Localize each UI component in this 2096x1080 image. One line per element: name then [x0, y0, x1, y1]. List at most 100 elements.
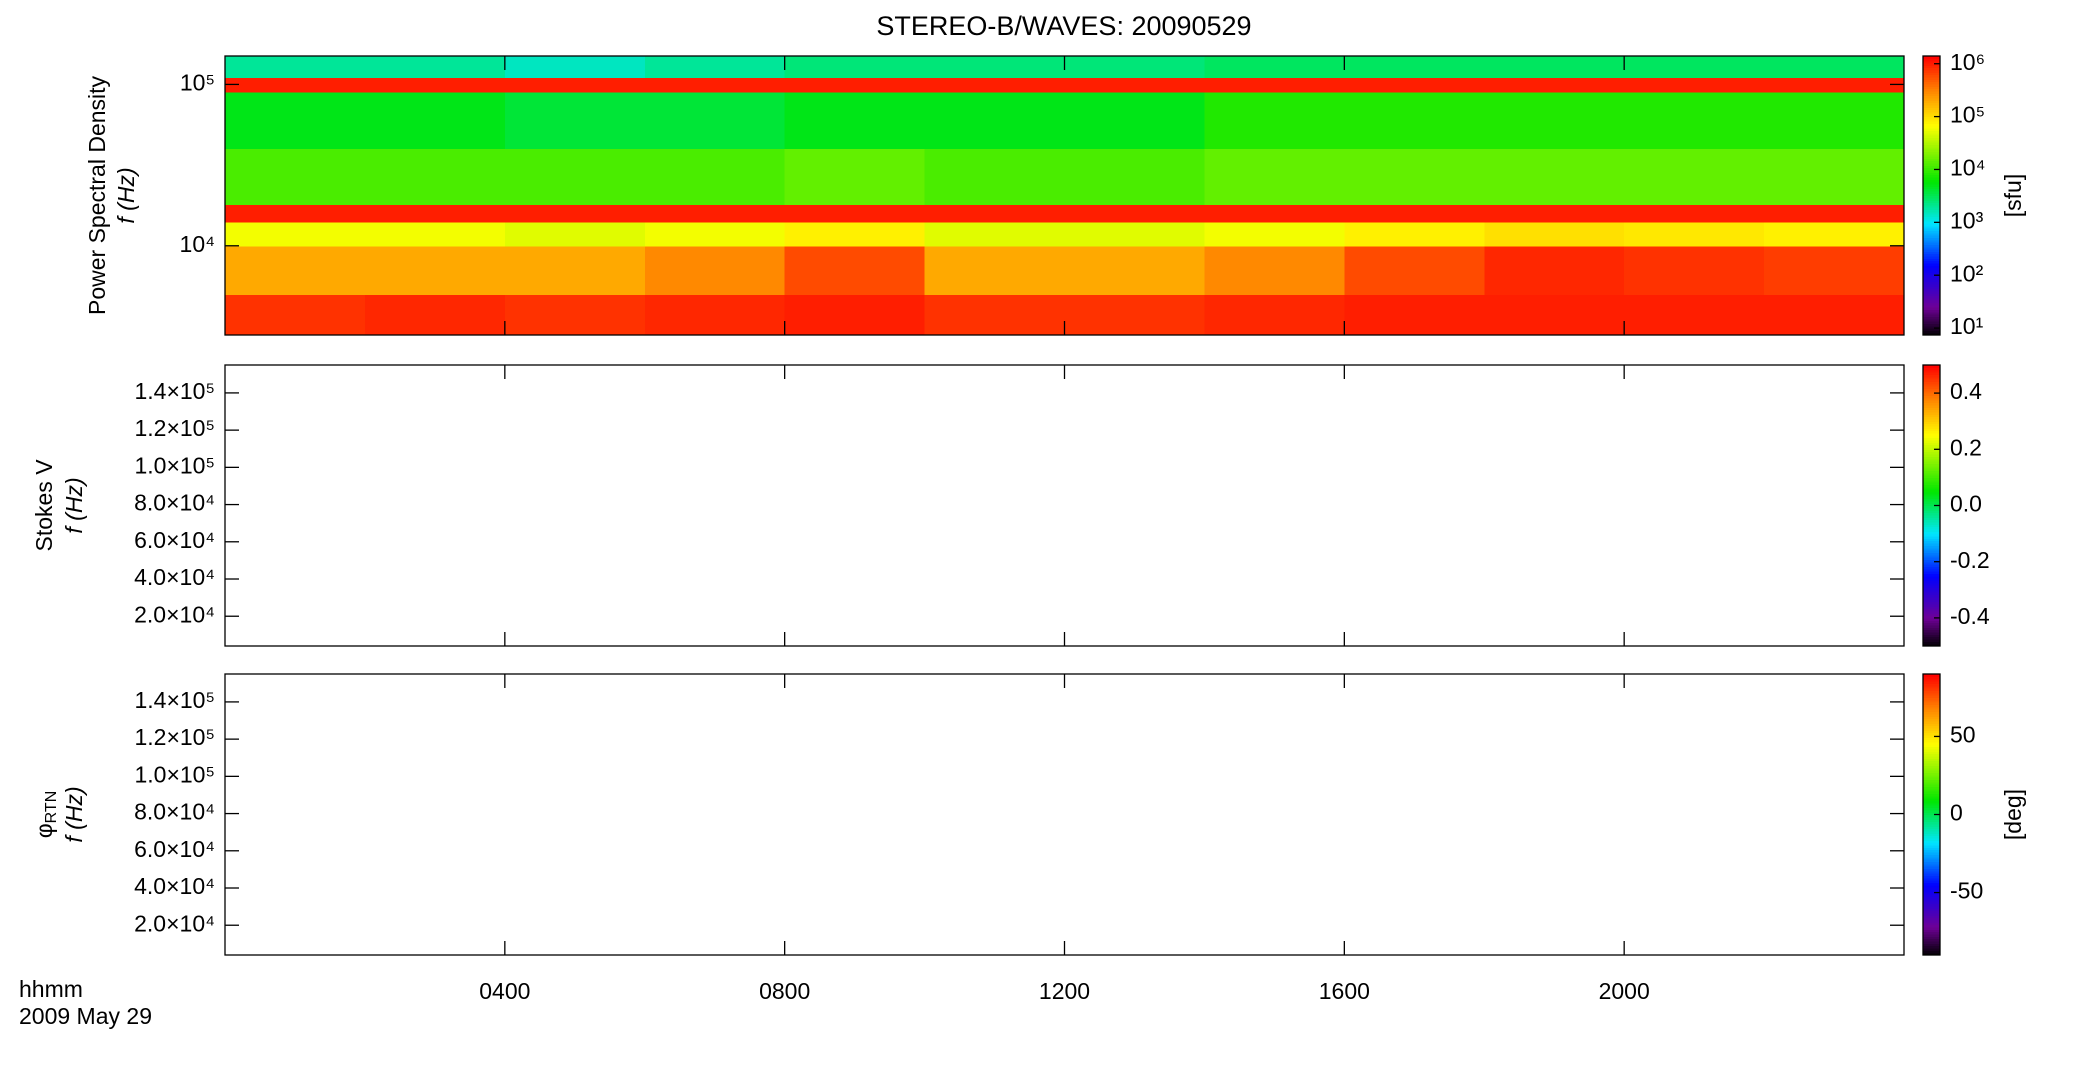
- colorbar-segment: [1923, 622, 1940, 626]
- colorbar-segment: [1923, 309, 1940, 313]
- colorbar-segment: [1923, 214, 1940, 218]
- colorbar-segment: [1923, 235, 1940, 238]
- colorbar-segment: [1923, 493, 1940, 497]
- colorbar-segment: [1923, 430, 1940, 434]
- heatmap-cell: [644, 91, 786, 150]
- colorbar-segment: [1923, 246, 1940, 250]
- heatmap-cell: [1344, 204, 1485, 223]
- heatmap-cell: [225, 294, 366, 336]
- colorbar-segment: [1923, 505, 1940, 509]
- heatmap-cell: [1624, 148, 1765, 206]
- colorbar-segment: [1923, 849, 1940, 853]
- heatmap-cell: [364, 222, 506, 247]
- colorbar-segment: [1923, 202, 1940, 206]
- heatmap-cell: [1764, 91, 1905, 150]
- colorbar-segment: [1923, 585, 1940, 589]
- colorbar-segment: [1923, 564, 1940, 567]
- heatmap-cell: [1624, 91, 1765, 150]
- colorbar-segment: [1923, 325, 1940, 329]
- colorbar-segment: [1923, 861, 1940, 865]
- colorbar-segment: [1923, 442, 1940, 446]
- colorbar-segment: [1923, 947, 1940, 951]
- heatmap-cell: [1344, 56, 1485, 79]
- colorbar-segment: [1923, 169, 1940, 173]
- colorbar-segment: [1923, 690, 1940, 694]
- colorbar-segment: [1923, 172, 1940, 176]
- colorbar-segment: [1923, 589, 1940, 593]
- colorbar-segment: [1923, 262, 1940, 266]
- colorbar-segment: [1923, 74, 1940, 78]
- colorbar-segment: [1923, 784, 1940, 787]
- colorbar-segment: [1923, 774, 1940, 778]
- colorbar-segment: [1923, 376, 1940, 380]
- colorbar-segment: [1923, 204, 1940, 208]
- colorbar-segment: [1923, 924, 1940, 928]
- colorbar-segment: [1923, 72, 1940, 76]
- colorbar-segment: [1923, 863, 1940, 867]
- colorbar-segment: [1923, 123, 1940, 127]
- heatmap-cell: [1204, 204, 1345, 223]
- colorbar-segment: [1923, 209, 1940, 213]
- colorbar-segment: [1923, 425, 1940, 429]
- colorbar-segment: [1923, 218, 1940, 222]
- heatmap-cell: [1204, 245, 1345, 295]
- colorbar-segment: [1923, 130, 1940, 134]
- colorbar-segment: [1923, 477, 1940, 481]
- colorbar-segment: [1923, 706, 1940, 710]
- colorbar-segment: [1923, 772, 1940, 776]
- colorbar-segment: [1923, 79, 1940, 83]
- colorbar-segment: [1923, 386, 1940, 390]
- colorbar-segment: [1923, 69, 1940, 73]
- chart-title: STEREO-B/WAVES: 20090529: [876, 11, 1251, 41]
- colorbar-segment: [1923, 748, 1940, 752]
- colorbar-segment: [1923, 162, 1940, 166]
- colorbar-segment: [1923, 755, 1940, 759]
- colorbar-segment: [1923, 858, 1940, 862]
- heatmap-cell: [1484, 77, 1625, 93]
- colorbar-segment: [1923, 244, 1940, 248]
- heatmap-cell: [784, 91, 926, 150]
- colorbar-segment: [1923, 137, 1940, 141]
- colorbar-segment: [1923, 812, 1940, 816]
- y-tick-label: 10⁴: [180, 231, 215, 257]
- colorbar-segment: [1923, 207, 1940, 211]
- colorbar-segment: [1923, 866, 1940, 869]
- colorbar-segment: [1923, 887, 1940, 891]
- colorbar-segment: [1923, 279, 1940, 283]
- colorbar-segment: [1923, 819, 1940, 823]
- colorbar-segment: [1923, 404, 1940, 408]
- colorbar-segment: [1923, 615, 1940, 619]
- colorbar-segment: [1923, 286, 1940, 290]
- colorbar-segment: [1923, 242, 1940, 245]
- x-tick-label: 1600: [1319, 978, 1370, 1004]
- colorbar-segment: [1923, 160, 1940, 164]
- heatmap-cell: [364, 91, 506, 150]
- colorbar-segment: [1923, 486, 1940, 490]
- heatmap-cell: [1484, 245, 1625, 295]
- colorbar-segment: [1923, 908, 1940, 912]
- heatmap-cell: [644, 148, 786, 206]
- colorbar-segment: [1923, 503, 1940, 507]
- heatmap-cell: [1064, 56, 1205, 79]
- colorbar-segment: [1923, 545, 1940, 549]
- heatmap-cell: [225, 204, 366, 223]
- heatmap-cell: [1064, 294, 1205, 336]
- colorbar-segment: [1923, 388, 1940, 392]
- heatmap-cell: [1204, 294, 1345, 336]
- colorbar-segment: [1923, 718, 1940, 722]
- colorbar-segment: [1923, 265, 1940, 269]
- colorbar-segment: [1923, 933, 1940, 937]
- heatmap-cell: [1064, 148, 1205, 206]
- colorbar-segment: [1923, 158, 1940, 162]
- colorbar-segment: [1923, 139, 1940, 143]
- heatmap-cell: [644, 77, 786, 93]
- heatmap-cell: [225, 148, 366, 206]
- colorbar-segment: [1923, 304, 1940, 308]
- heatmap-cell: [1344, 148, 1485, 206]
- colorbar-segment: [1923, 193, 1940, 197]
- colorbar-segment: [1923, 230, 1940, 234]
- colorbar-segment: [1923, 484, 1940, 488]
- colorbar-segment: [1923, 255, 1940, 259]
- colorbar-segment: [1923, 93, 1940, 97]
- colorbar-segment: [1923, 613, 1940, 617]
